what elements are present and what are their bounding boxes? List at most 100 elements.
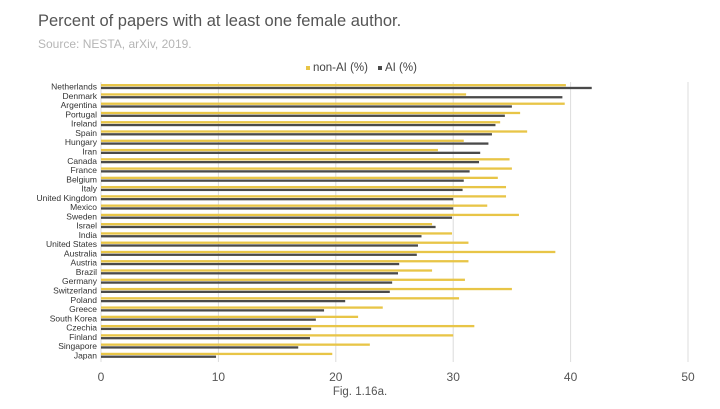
bar-ai-hungary: [101, 142, 489, 145]
bar-non-ai-finland: [101, 334, 454, 337]
bar-non-ai-hungary: [101, 139, 464, 142]
bar-non-ai-switzerland: [101, 287, 512, 291]
bar-ai-spain: [101, 133, 492, 136]
bar-non-ai-argentina: [101, 102, 565, 105]
bar-ai-italy: [101, 188, 463, 192]
x-tick-label-40: 40: [564, 370, 578, 384]
bar-ai-denmark: [101, 96, 563, 99]
chart-subtitle: Source: NESTA, arXiv, 2019.: [38, 37, 192, 51]
bar-ai-united-kingdom: [101, 198, 454, 201]
bar-non-ai-ireland: [101, 121, 501, 124]
category-label-argentina: Argentina: [61, 100, 98, 110]
bar-non-ai-israel: [101, 223, 433, 226]
bar-ai-singapore: [101, 346, 299, 349]
bar-non-ai-spain: [101, 130, 528, 133]
bar-ai-mexico: [101, 207, 454, 210]
bar-ai-austria: [101, 262, 400, 266]
bar-ai-brazil: [101, 272, 399, 275]
bar-non-ai-portugal: [101, 111, 521, 115]
category-label-netherlands: Netherlands: [51, 82, 97, 92]
bar-non-ai-sweden: [101, 213, 519, 217]
bar-ai-finland: [101, 337, 310, 340]
bar-non-ai-denmark: [101, 93, 467, 96]
bar-ai-india: [101, 235, 422, 238]
legend-swatch-non-ai: [306, 66, 310, 70]
category-label-united-states: United States: [46, 239, 97, 249]
bar-ai-switzerland: [101, 290, 390, 293]
legend-label-ai: AI (%): [384, 62, 417, 74]
bar-ai-ireland: [101, 123, 496, 127]
bar-non-ai-italy: [101, 185, 507, 189]
bar-non-ai-belgium: [101, 176, 498, 179]
category-label-belgium: Belgium: [66, 174, 97, 184]
x-tick-label-10: 10: [212, 370, 226, 384]
bar-non-ai-czechia: [101, 324, 475, 328]
bar-ai-south-korea: [101, 318, 316, 321]
category-label-portugal: Portugal: [65, 109, 97, 119]
category-label-ireland: Ireland: [71, 119, 97, 129]
legend-item-non-ai: non-AI (%): [306, 62, 368, 74]
category-label-south-korea: South Korea: [50, 313, 98, 323]
bar-non-ai-canada: [101, 158, 510, 161]
bar-ai-france: [101, 170, 470, 173]
bar-non-ai-singapore: [101, 343, 370, 346]
bar-ai-sweden: [101, 216, 453, 219]
category-label-greece: Greece: [69, 304, 97, 314]
bar-ai-greece: [101, 309, 325, 312]
category-label-switzerland: Switzerland: [53, 286, 97, 296]
category-label-italy: Italy: [81, 184, 97, 194]
category-label-singapore: Singapore: [58, 341, 97, 351]
bar-ai-argentina: [101, 105, 512, 108]
bar-ai-united-states: [101, 244, 418, 247]
legend-item-ai: AI (%): [377, 62, 417, 74]
category-label-poland: Poland: [71, 295, 98, 305]
bar-non-ai-brazil: [101, 269, 433, 272]
bar-ai-portugal: [101, 114, 505, 117]
bar-non-ai-iran: [101, 148, 438, 152]
category-label-finland: Finland: [69, 332, 97, 342]
legend: non-AI (%) AI (%): [306, 62, 417, 74]
bar-non-ai-india: [101, 232, 453, 235]
category-label-india: India: [79, 230, 98, 240]
bar-non-ai-united-kingdom: [101, 195, 507, 198]
category-label-brazil: Brazil: [76, 267, 97, 277]
bar-ai-israel: [101, 225, 436, 229]
bar-ai-belgium: [101, 179, 464, 182]
x-tick-label-20: 20: [329, 370, 343, 384]
x-tick-label-0: 0: [98, 370, 105, 384]
bar-ai-germany: [101, 281, 393, 284]
bar-non-ai-netherlands: [101, 84, 566, 87]
bar-ai-iran: [101, 151, 481, 154]
category-label-denmark: Denmark: [63, 91, 98, 101]
chart-title: Percent of papers with at least one fema…: [38, 12, 402, 30]
figure-caption: Fig. 1.16a.: [332, 386, 388, 398]
category-label-france: France: [71, 165, 98, 175]
bar-non-ai-germany: [101, 278, 465, 281]
bar-ai-czechia: [101, 327, 312, 331]
category-label-israel: Israel: [76, 221, 97, 231]
category-label-japan: Japan: [74, 350, 97, 360]
bar-non-ai-japan: [101, 352, 333, 356]
category-label-united-kingdom: United Kingdom: [37, 193, 97, 203]
bar-ai-australia: [101, 253, 417, 256]
category-label-germany: Germany: [62, 276, 98, 286]
bar-ai-canada: [101, 160, 480, 164]
bar-non-ai-mexico: [101, 204, 488, 207]
category-label-czechia: Czechia: [66, 323, 97, 333]
bar-ai-netherlands: [101, 86, 592, 90]
x-tick-label-30: 30: [447, 370, 461, 384]
bar-non-ai-south-korea: [101, 315, 359, 318]
x-tick-label-50: 50: [681, 370, 695, 384]
category-label-iran: Iran: [82, 147, 97, 157]
category-label-canada: Canada: [67, 156, 97, 166]
bar-non-ai-poland: [101, 297, 460, 300]
bar-non-ai-austria: [101, 260, 469, 263]
bar-non-ai-greece: [101, 306, 383, 309]
category-label-mexico: Mexico: [70, 202, 97, 212]
legend-label-non-ai: non-AI (%): [313, 62, 368, 74]
bar-non-ai-france: [101, 167, 512, 170]
bar-non-ai-australia: [101, 250, 556, 254]
category-label-sweden: Sweden: [66, 211, 97, 221]
legend-swatch-ai: [377, 66, 382, 70]
